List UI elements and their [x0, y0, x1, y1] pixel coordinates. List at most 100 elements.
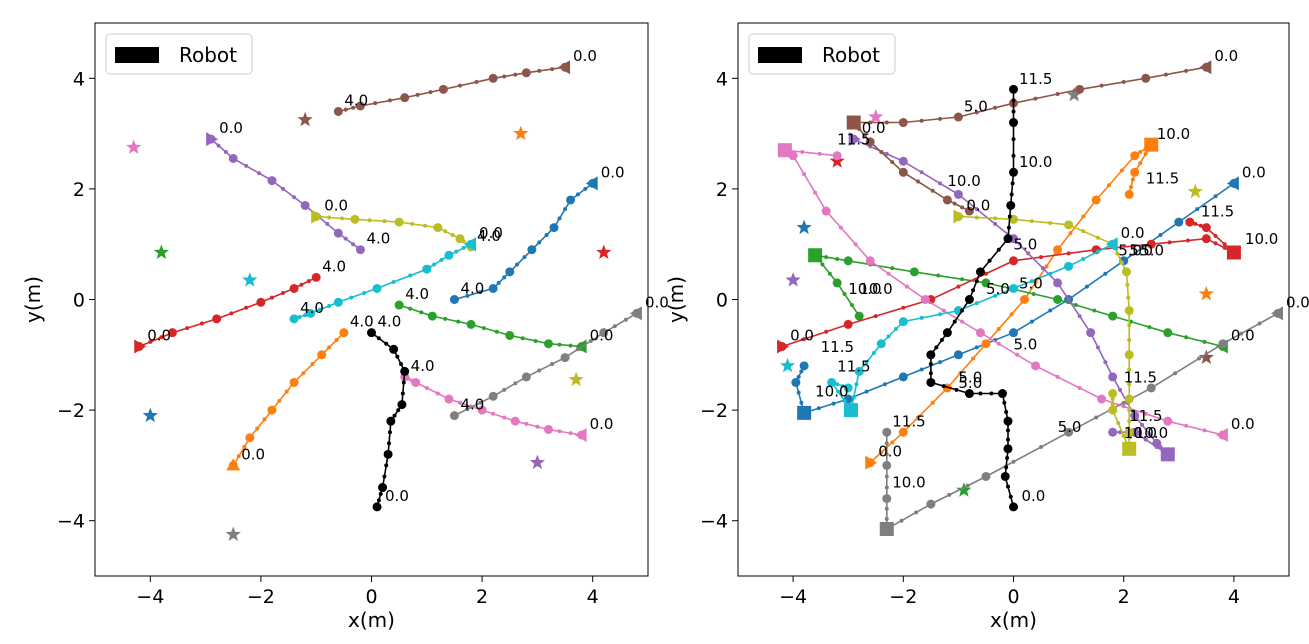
- trajectory-dot: [281, 186, 286, 191]
- trajectory-point: [372, 502, 382, 512]
- trajectory-dot: [938, 312, 943, 317]
- trajectory-dot: [537, 68, 542, 73]
- trajectory-dot: [1127, 323, 1132, 328]
- trajectory-dot: [974, 110, 979, 115]
- trajectory-point: [882, 494, 892, 504]
- time-label: 0.0: [966, 197, 990, 215]
- trajectory-dot: [537, 368, 542, 373]
- time-label: 4.0: [477, 227, 501, 245]
- trajectory-point: [488, 391, 498, 401]
- trajectory-dot: [1048, 308, 1053, 313]
- trajectory-point: [1009, 118, 1018, 128]
- legend-box: [748, 33, 896, 75]
- trajectory-point: [882, 460, 892, 470]
- trajectory-point: [909, 267, 919, 277]
- trajectory-point: [1009, 283, 1018, 293]
- trajectory-point: [791, 377, 801, 387]
- trajectory-point: [455, 234, 465, 244]
- trajectory-point: [372, 283, 382, 293]
- trajectory-dot: [1130, 244, 1135, 249]
- trajectory-dot: [465, 407, 470, 412]
- trajectory-dot: [229, 311, 234, 316]
- trajectory-line: [404, 376, 582, 436]
- trajectory-dot: [813, 190, 818, 195]
- trajectory-dot: [502, 275, 507, 280]
- trajectory-dot: [391, 279, 396, 284]
- trajectory-point: [228, 153, 238, 163]
- trajectory-dot: [1007, 214, 1012, 219]
- trajectory-point: [339, 328, 349, 338]
- trajectory-dot: [408, 273, 413, 278]
- time-label: 0.0: [573, 47, 597, 65]
- trajectory-point: [926, 499, 936, 509]
- trajectory-dot: [890, 160, 895, 165]
- goal-star: [297, 111, 313, 127]
- trajectory-dot: [974, 345, 979, 350]
- trajectory-point: [1006, 200, 1016, 210]
- trajectory-point: [843, 319, 853, 329]
- trajectory-point: [799, 361, 809, 371]
- trajectory-point: [1218, 339, 1228, 349]
- trajectory-line: [886, 312, 1279, 531]
- trajectory-dot: [424, 385, 429, 390]
- trajectory-point: [898, 167, 908, 177]
- time-label: 10.0: [1124, 424, 1157, 442]
- trajectory-dot: [524, 421, 529, 426]
- start-marker: [865, 455, 878, 470]
- trajectory-dot: [1125, 282, 1130, 287]
- start-marker: [226, 458, 241, 471]
- trajectory-point: [953, 112, 963, 122]
- trajectory-point: [397, 400, 407, 410]
- time-label: 11.5: [1146, 169, 1179, 187]
- trajectory-point: [1031, 361, 1041, 371]
- trajectory-dot: [974, 207, 979, 212]
- trajectory-point: [1108, 427, 1118, 437]
- trajectory-dot: [343, 107, 348, 112]
- trajectory-dot: [884, 474, 889, 479]
- trajectory-dot: [993, 216, 998, 221]
- trajectory-dot: [159, 335, 164, 340]
- trajectory-point: [466, 319, 476, 329]
- trajectory-dot: [1002, 400, 1007, 405]
- start-marker: [464, 237, 477, 252]
- trajectory-dot: [996, 326, 1001, 331]
- trajectory-dot: [1129, 185, 1134, 190]
- trajectory-dot: [879, 450, 884, 455]
- trajectory-dot: [199, 321, 204, 326]
- trajectory-dot: [835, 382, 840, 387]
- trajectory-dot: [588, 338, 593, 343]
- trajectory-point: [1163, 416, 1173, 426]
- trajectory-point: [1053, 295, 1063, 304]
- trajectory-dot: [535, 424, 540, 429]
- trajectory-dot: [879, 150, 884, 155]
- trajectory-dot: [306, 279, 311, 284]
- plot-area: [777, 60, 1283, 536]
- trajectory-dot: [989, 391, 994, 396]
- trajectory-point: [843, 256, 853, 266]
- trajectory-dot: [802, 337, 807, 342]
- time-label: 0.0: [862, 119, 886, 137]
- trajectory-dot: [1004, 465, 1009, 470]
- trajectory-dot: [1110, 397, 1115, 402]
- legend-swatch: [115, 47, 159, 63]
- trajectory-dot: [1068, 231, 1073, 236]
- trajectory-dot: [800, 150, 805, 155]
- trajectory-dot: [864, 389, 869, 394]
- trajectory-dot: [1195, 207, 1200, 212]
- trajectory-dot: [1084, 284, 1089, 289]
- trajectory-point: [1108, 311, 1118, 321]
- trajectory-dot: [853, 242, 858, 247]
- trajectory-point: [386, 416, 396, 426]
- trajectory-point: [898, 427, 908, 437]
- trajectory-dot: [831, 401, 836, 406]
- trajectory-dot: [1044, 264, 1049, 269]
- y-tick-label: 4: [73, 68, 85, 90]
- trajectory-point: [317, 350, 327, 360]
- trajectory-line: [338, 66, 566, 113]
- trajectory-point: [488, 283, 498, 293]
- trajectory-dot: [1029, 319, 1034, 324]
- trajectory-dot: [1099, 83, 1104, 88]
- goal-star: [785, 272, 801, 287]
- trajectory-dot: [884, 151, 889, 156]
- time-label: 0.0: [1121, 224, 1145, 242]
